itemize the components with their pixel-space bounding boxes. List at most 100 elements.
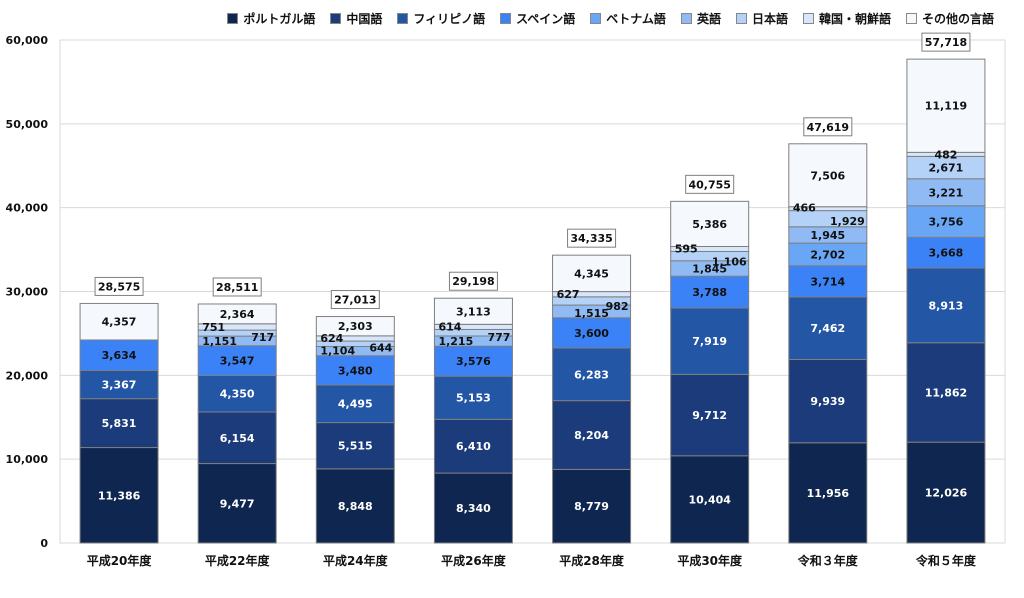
bar-segment [670,373,750,457]
bar-segment [79,398,159,449]
bar-segment [79,339,159,371]
legend-label: 英語 [696,11,721,26]
bar-segment [433,375,513,420]
legend-label: フィリピノ語 [413,11,486,26]
data-label: 2,671 [929,162,964,175]
total-label: 28,511 [216,281,258,294]
bar-segment [788,143,868,208]
data-label: 3,714 [810,275,845,288]
bar-segment [906,178,986,207]
bar-segment [906,205,986,238]
legend-item: フィリピノ語 [397,8,485,28]
data-label: 11,956 [807,487,850,500]
data-label: 466 [793,202,816,215]
data-label: 3,576 [456,355,491,368]
total-label-box [94,276,144,296]
legend: ポルトガル語 中国語 フィリピノ語 スペイン語 ベトナム語 英語 日本語 韓国・朝鮮語 その他の… [0,8,1024,28]
data-label: 1,515 [574,307,609,320]
x-tick-label: 平成22年度 [205,553,271,568]
data-label: 3,600 [574,327,609,340]
bar-segment [906,58,986,153]
bar-stack: 11,386 5,831 3,367 3,634 4,357 28,575 [79,276,159,544]
data-label: 1,151 [202,335,237,348]
data-label: 1,845 [692,262,727,275]
data-label: 5,153 [456,392,491,405]
data-label: 11,386 [98,489,141,502]
bar-segment [79,447,159,544]
total-label: 29,198 [452,275,494,288]
bar-segment [197,345,277,376]
y-tick-label: 10,000 [6,453,49,466]
y-tick-label: 20,000 [6,369,49,382]
legend-item: ポルトガル語 [227,8,315,28]
legend-label: ベトナム語 [606,11,666,26]
bar-segment [906,236,986,269]
bar-segment [197,374,277,413]
legend-item: 韓国・朝鮮語 [802,8,891,28]
y-tick-label: 60,000 [6,34,49,47]
bar-segment [788,265,868,298]
data-label: 6,283 [574,368,609,381]
legend-label: ポルトガル語 [243,11,316,26]
data-label: 12,026 [925,487,968,500]
legend-swatch [500,12,512,24]
bar-segment [552,254,632,293]
bar-segment [670,200,750,247]
bar-segment [315,355,395,386]
total-label: 47,619 [807,121,849,134]
bar-stack: 12,026 11,862 8,913 3,668 3,756 3,221 2,671482… [906,32,986,544]
bar-segment [788,358,868,444]
y-axis: 0 10,000 20,000 30,000 40,000 50,000 60,000 [6,34,49,550]
total-label-box [330,290,380,310]
y-tick-label: 30,000 [6,286,49,299]
total-label: 57,718 [925,36,967,49]
data-label: 4,350 [220,388,255,401]
plot-area-frame [59,39,1006,544]
bar-segment [433,297,513,325]
data-label: 482 [934,148,957,161]
data-label: 1,215 [438,335,473,348]
data-label: 5,515 [338,440,373,453]
legend-item: その他の言語 [905,8,994,28]
legend-label: その他の言語 [921,11,994,26]
x-tick-label: 平成24年度 [323,553,389,568]
data-label: 1,106 [712,256,747,269]
data-label: 1,945 [810,229,845,242]
total-label-box [567,228,617,248]
total-label-box [212,277,262,297]
legend-swatch [590,12,602,24]
data-label: 9,712 [692,409,727,422]
y-tick-label: 0 [40,537,48,550]
bar-segment [670,455,750,544]
bar-stack: 8,340 6,410 5,153 3,576 1,215 777 614 3,113 29,1… [433,271,513,544]
bar-segment [433,418,513,474]
x-axis: 平成20年度 平成22年度 平成24年度 平成26年度 平成28年度 平成30年度 令和３年… [87,553,977,568]
data-label: 9,939 [810,395,845,408]
data-label: 3,634 [102,349,137,362]
y-tick-label: 50,000 [6,118,49,131]
bar-segment [552,468,632,544]
bar-segment [79,302,159,341]
data-label: 3,113 [456,305,491,318]
bar-segment [197,463,277,544]
data-label: 6,410 [456,440,491,453]
data-label: 8,779 [574,500,609,513]
data-label: 7,919 [692,335,727,348]
data-label: 8,913 [929,299,964,312]
total-label: 28,575 [98,280,140,293]
data-label: 10,404 [688,493,731,506]
bar-segment [788,296,868,360]
total-label: 27,013 [334,294,376,307]
bar-segment [670,275,750,309]
data-label: 777 [487,331,510,344]
total-label-box [685,174,735,194]
data-label: 5,831 [102,417,137,430]
legend-swatch [905,12,917,24]
data-label: 3,547 [220,355,255,368]
data-label: 11,119 [925,100,967,113]
legend-swatch [735,12,747,24]
